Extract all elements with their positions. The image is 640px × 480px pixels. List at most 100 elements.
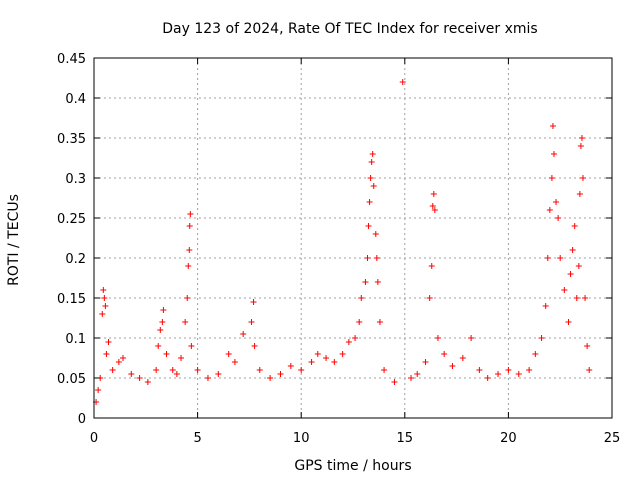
data-point bbox=[323, 355, 330, 361]
data-point bbox=[476, 367, 483, 373]
data-point bbox=[578, 135, 585, 141]
y-tick-label: 0 bbox=[78, 412, 86, 427]
data-point bbox=[428, 263, 435, 269]
data-point bbox=[373, 255, 380, 261]
y-tick-label: 0.3 bbox=[65, 172, 86, 187]
data-point bbox=[103, 351, 110, 357]
y-tick-label: 0.05 bbox=[57, 372, 86, 387]
data-point bbox=[577, 143, 584, 149]
data-point bbox=[287, 363, 294, 369]
x-tick-label: 25 bbox=[604, 431, 621, 446]
y-tick-label: 0.4 bbox=[65, 92, 86, 107]
data-point bbox=[553, 199, 560, 205]
data-point bbox=[308, 359, 315, 365]
data-point bbox=[182, 319, 189, 325]
data-point bbox=[331, 359, 338, 365]
x-tick-label: 15 bbox=[397, 431, 414, 446]
data-point bbox=[429, 203, 436, 209]
data-point bbox=[250, 299, 257, 305]
data-point bbox=[345, 339, 352, 345]
data-point bbox=[468, 335, 475, 341]
data-point bbox=[449, 363, 456, 369]
y-tick-label: 0.2 bbox=[65, 252, 86, 267]
plot-frame bbox=[93, 57, 613, 419]
data-point bbox=[549, 123, 556, 129]
data-point bbox=[163, 351, 170, 357]
data-point bbox=[356, 319, 363, 325]
grid-lines bbox=[94, 58, 612, 418]
data-point bbox=[550, 151, 557, 157]
data-point bbox=[538, 335, 545, 341]
data-point bbox=[277, 371, 284, 377]
data-point bbox=[186, 223, 193, 229]
data-point bbox=[579, 175, 586, 181]
data-point bbox=[155, 343, 162, 349]
data-point bbox=[178, 355, 185, 361]
axis-ticks: 0 0.05 0.1 0.15 0.2 0.25 0.3 0.35 0.4 0.45 0 5 10 15 2… bbox=[57, 52, 620, 446]
data-point bbox=[358, 295, 365, 301]
data-point bbox=[565, 319, 572, 325]
data-point bbox=[339, 351, 346, 357]
data-point bbox=[459, 355, 466, 361]
data-point bbox=[115, 359, 122, 365]
data-point bbox=[441, 351, 448, 357]
data-point bbox=[251, 343, 258, 349]
data-point bbox=[567, 271, 574, 277]
data-point bbox=[515, 371, 522, 377]
data-point bbox=[366, 199, 373, 205]
data-point bbox=[136, 375, 143, 381]
data-point bbox=[484, 375, 491, 381]
data-point bbox=[100, 287, 107, 293]
data-point bbox=[365, 223, 372, 229]
y-tick-label: 0.1 bbox=[65, 332, 86, 347]
data-point bbox=[557, 255, 564, 261]
data-point bbox=[128, 371, 135, 377]
data-point bbox=[376, 319, 383, 325]
data-point bbox=[526, 367, 533, 373]
data-point bbox=[95, 387, 102, 393]
data-point bbox=[109, 367, 116, 373]
data-point bbox=[571, 223, 578, 229]
data-point bbox=[370, 183, 377, 189]
data-point bbox=[194, 367, 201, 373]
data-point bbox=[542, 303, 549, 309]
data-point bbox=[367, 175, 374, 181]
data-point bbox=[225, 351, 232, 357]
data-point bbox=[582, 295, 589, 301]
data-point bbox=[368, 159, 375, 165]
data-point bbox=[314, 351, 321, 357]
data-point bbox=[102, 303, 109, 309]
data-point bbox=[408, 375, 415, 381]
data-point bbox=[105, 339, 112, 345]
data-point bbox=[240, 331, 247, 337]
data-point bbox=[422, 359, 429, 365]
data-point bbox=[169, 367, 176, 373]
data-point bbox=[569, 247, 576, 253]
data-point bbox=[215, 371, 222, 377]
y-tick-label: 0.25 bbox=[57, 212, 86, 227]
data-point bbox=[144, 379, 151, 385]
data-point bbox=[505, 367, 512, 373]
y-tick-label: 0.45 bbox=[57, 52, 86, 67]
data-point bbox=[248, 319, 255, 325]
data-point bbox=[573, 295, 580, 301]
chart-title: Day 123 of 2024, Rate Of TEC Index for r… bbox=[162, 21, 537, 37]
data-points bbox=[93, 79, 593, 405]
data-point bbox=[173, 371, 180, 377]
data-point bbox=[159, 319, 166, 325]
y-tick-label: 0.35 bbox=[57, 132, 86, 147]
x-axis-label: GPS time / hours bbox=[294, 458, 411, 474]
data-point bbox=[184, 295, 191, 301]
data-point bbox=[352, 335, 359, 341]
data-point bbox=[188, 343, 195, 349]
x-tick-label: 5 bbox=[193, 431, 201, 446]
data-point bbox=[381, 367, 388, 373]
data-point bbox=[434, 335, 441, 341]
data-point bbox=[204, 375, 211, 381]
data-point bbox=[586, 367, 593, 373]
data-point bbox=[399, 79, 406, 85]
data-point bbox=[362, 279, 369, 285]
data-point bbox=[256, 367, 263, 373]
data-point bbox=[185, 263, 192, 269]
